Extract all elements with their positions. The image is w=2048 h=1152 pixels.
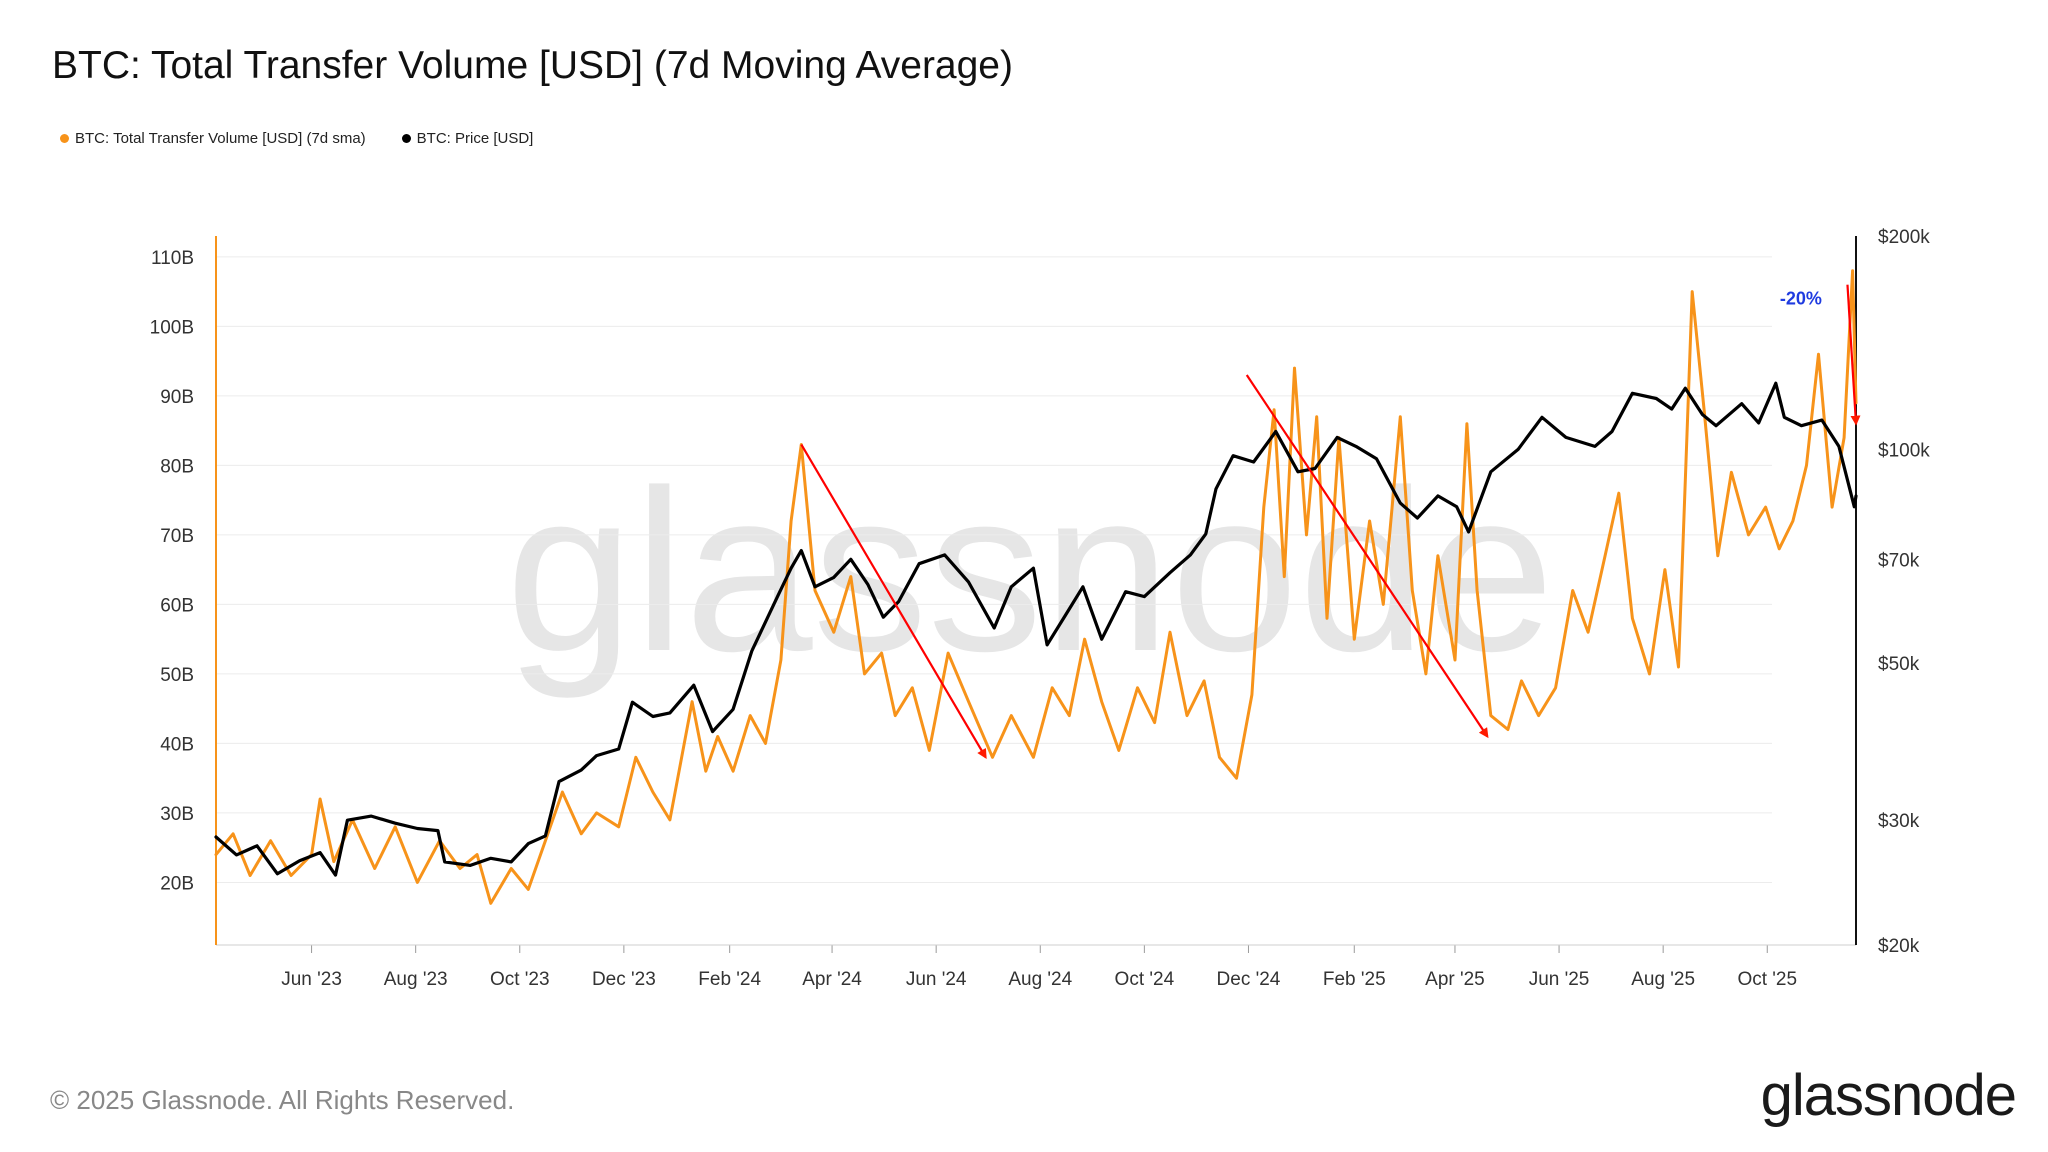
- x-tick-label: Jun '24: [906, 969, 967, 990]
- legend-label-transfer-volume: BTC: Total Transfer Volume [USD] (7d sma…: [75, 130, 366, 147]
- x-tick-label: Aug '24: [1008, 969, 1072, 990]
- x-tick-label: Oct '24: [1115, 969, 1175, 990]
- y-left-tick-label: 80B: [160, 456, 194, 477]
- chart-title: BTC: Total Transfer Volume [USD] (7d Mov…: [52, 44, 1013, 87]
- x-tick-label: Apr '25: [1425, 969, 1485, 990]
- x-tick-label: Jun '25: [1529, 969, 1590, 990]
- x-tick-label: Jun '23: [281, 969, 342, 990]
- annotation-arrow: [1846, 284, 1861, 426]
- y-right-tick-label: $200k: [1878, 227, 1930, 248]
- legend-item-transfer-volume[interactable]: BTC: Total Transfer Volume [USD] (7d sma…: [60, 130, 366, 147]
- y-right-tick-label: $20k: [1878, 936, 1920, 957]
- y-left-tick-label: 40B: [160, 734, 194, 755]
- annotations: -20%: [800, 284, 1861, 760]
- x-tick-label: Aug '23: [384, 969, 448, 990]
- grid-lines: [216, 256, 1772, 883]
- x-tick-label: Oct '25: [1737, 969, 1797, 990]
- x-tick-label: Dec '24: [1217, 969, 1281, 990]
- y-right-tick-label: $30k: [1878, 811, 1920, 832]
- copyright-text: © 2025 Glassnode. All Rights Reserved.: [50, 1085, 515, 1115]
- y-left-tick-label: 70B: [160, 526, 194, 547]
- chart-legend: BTC: Total Transfer Volume [USD] (7d sma…: [60, 130, 533, 147]
- y-right-tick-label: $50k: [1878, 654, 1920, 675]
- glassnode-logo[interactable]: glassnode: [1760, 1063, 2017, 1128]
- series-line-price[interactable]: [214, 381, 1858, 877]
- series-line-transfer-volume[interactable]: [214, 269, 1858, 905]
- y-right-tick-label: $70k: [1878, 550, 1920, 571]
- y-right-tick-label: $100k: [1878, 440, 1930, 461]
- y-left-tick-label: 60B: [160, 595, 194, 616]
- annotation-arrow: [800, 443, 987, 760]
- x-tick-label: Apr '24: [802, 969, 862, 990]
- x-tick-label: Aug '25: [1631, 969, 1695, 990]
- y-left-tick-label: 90B: [160, 387, 194, 408]
- y-left-tick-label: 110B: [151, 248, 194, 269]
- x-tick-label: Dec '23: [592, 969, 656, 990]
- legend-swatch-price: [401, 134, 411, 143]
- legend-item-price[interactable]: BTC: Price [USD]: [401, 130, 534, 147]
- legend-swatch-transfer-volume: [60, 134, 69, 143]
- y-left-tick-label: 100B: [150, 317, 194, 338]
- y-left-tick-label: 50B: [160, 665, 194, 686]
- y-left-tick-label: 20B: [160, 873, 194, 894]
- series-lines: [214, 269, 1858, 905]
- x-tick-label: Oct '23: [490, 969, 550, 990]
- annotation-label: -20%: [1780, 289, 1822, 309]
- annotation-arrow: [1245, 374, 1489, 739]
- legend-label-price: BTC: Price [USD]: [416, 130, 534, 147]
- y-left-tick-label: 30B: [160, 804, 194, 825]
- x-tick-label: Feb '25: [1323, 969, 1386, 990]
- axes: 20B 30B 40B 50B 60B 70B 80B 90B 100B 110B $20k $30k…: [150, 227, 1931, 990]
- x-tick-label: Feb '24: [698, 969, 761, 990]
